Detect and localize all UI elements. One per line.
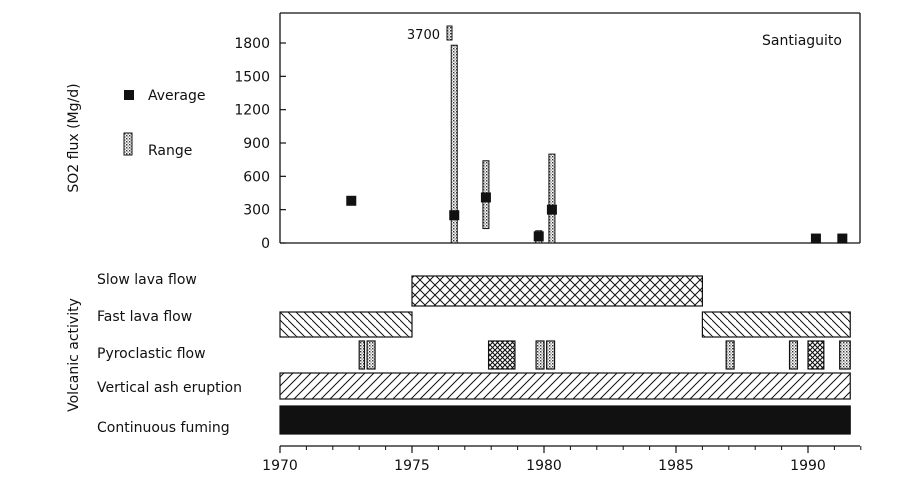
legend-range-marker (123, 132, 133, 156)
flux-panel (279, 12, 861, 244)
activity-label-fast-lava: Fast lava flow (97, 309, 192, 325)
activity-bars (279, 275, 851, 435)
x-tick-label: 1970 (262, 458, 298, 474)
y-tick-label: 600 (243, 169, 270, 185)
off-scale-range-stub (446, 25, 453, 41)
y-tick-label: 1800 (234, 36, 270, 52)
average-point (810, 233, 821, 244)
activity-labels: Slow lava flow Fast lava flow Pyroclasti… (97, 272, 242, 436)
average-point (837, 233, 848, 244)
activity-interval (788, 340, 799, 370)
activity-interval (701, 311, 851, 338)
activity-interval (725, 340, 735, 370)
activity-interval (411, 275, 703, 307)
legend: Average Range (123, 88, 206, 159)
activity-interval (535, 340, 545, 370)
y-tick-label: 1200 (234, 103, 270, 119)
average-point (480, 192, 491, 203)
y-tick-label: 0 (261, 236, 270, 252)
average-point (346, 195, 357, 206)
activity-interval (358, 340, 366, 370)
chart-title: Santiaguito (762, 33, 842, 49)
x-tick-label: 1985 (658, 458, 694, 474)
lower-axis-label: Volcanic activity (66, 298, 82, 412)
y-tick-label: 900 (243, 136, 270, 152)
activity-label-slow-lava: Slow lava flow (97, 272, 197, 288)
x-tick-label: 1990 (790, 458, 826, 474)
y-axis-ticks: 0 300 600 900 1200 1500 1800 (234, 36, 286, 252)
range-bar (548, 153, 556, 244)
average-point (546, 204, 557, 215)
activity-interval (279, 405, 851, 435)
activity-interval (279, 311, 413, 338)
activity-interval (546, 340, 556, 370)
activity-interval (366, 340, 376, 370)
y-tick-label: 300 (243, 203, 270, 219)
legend-average-marker (124, 90, 134, 100)
x-tick-label: 1980 (526, 458, 562, 474)
legend-range-label: Range (148, 143, 192, 159)
average-point (533, 231, 544, 242)
range-bars (450, 44, 556, 244)
y-axis-label: SO2 flux (Mg/d) (66, 83, 82, 192)
activity-interval (839, 340, 851, 370)
x-tick-label: 1975 (394, 458, 430, 474)
activity-label-fuming: Continuous fuming (97, 420, 230, 436)
activity-label-vertical-ash: Vertical ash eruption (97, 380, 242, 396)
y-tick-label: 1500 (234, 69, 270, 85)
activity-interval (807, 340, 825, 370)
x-axis-ticks: 1970 1975 1980 1985 1990 (262, 446, 862, 474)
legend-average-label: Average (148, 88, 206, 104)
activity-interval (487, 340, 516, 370)
average-point (449, 210, 460, 221)
activity-interval (279, 372, 851, 400)
range-bar (450, 44, 458, 244)
off-scale-annotation: 3700 (407, 28, 440, 43)
activity-label-pyroclastic: Pyroclastic flow (97, 346, 206, 362)
average-points (346, 192, 848, 244)
